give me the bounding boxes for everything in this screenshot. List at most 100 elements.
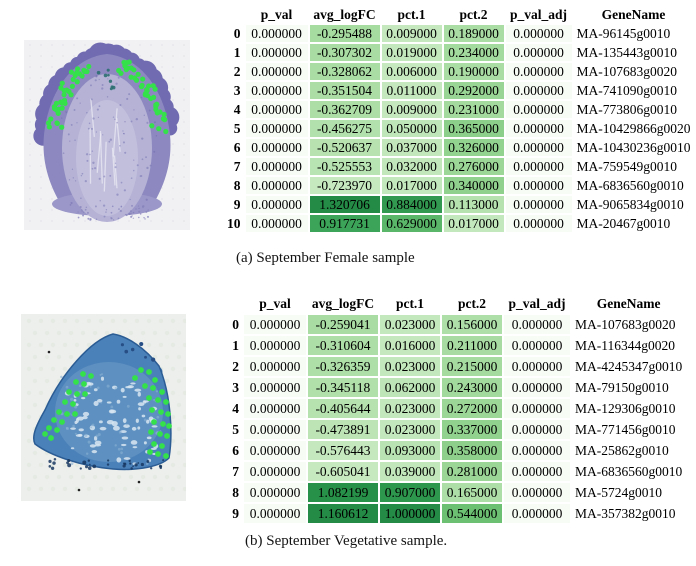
cell-p_val: 0.000000 (245, 139, 308, 156)
cell-pct.2: 0.234000 (443, 44, 504, 61)
cell-pct.1: 0.884000 (381, 196, 442, 213)
table-row: 0 0.000000 -0.259041 0.023000 0.156000 0.0000… (224, 315, 685, 334)
index-corner (224, 294, 242, 313)
row-index: 3 (232, 380, 239, 395)
cell-pct.2: 0.340000 (443, 177, 504, 194)
row-index: 10 (227, 216, 241, 231)
table-row: 7 0.000000 -0.605041 0.039000 0.281000 0.0000… (224, 462, 685, 481)
column-header: pct.1 (395, 296, 425, 311)
cell-p_val: 0.000000 (245, 215, 308, 232)
cell-avg_logFC: 1.082199 (308, 483, 378, 502)
column-header: p_val_adj (509, 7, 567, 22)
cell-avg_logFC: -0.362709 (309, 101, 380, 118)
cell-avg_logFC: -0.310604 (308, 336, 378, 355)
cell-p_val: 0.000000 (245, 158, 308, 175)
row-index: 4 (233, 102, 241, 117)
row-index: 0 (233, 26, 241, 41)
cell-GeneName: MA-4245347g0010 (575, 359, 683, 374)
cell-GeneName: MA-6836560g0010 (575, 464, 683, 479)
cell-avg_logFC: -0.328062 (309, 63, 380, 80)
table-row: 8 0.000000 -0.723970 0.017000 0.340000 0.0000… (224, 177, 694, 194)
cell-GeneName: MA-107683g0020 (575, 317, 676, 332)
cell-p_val_adj: 0.000000 (504, 315, 570, 334)
tissue-section-female (24, 40, 190, 230)
table-row: 6 0.000000 -0.576443 0.093000 0.358000 0.0000… (224, 441, 685, 460)
table-row: 6 0.000000 -0.520637 0.037000 0.326000 0.0000… (224, 139, 694, 156)
cell-p_val_adj: 0.000000 (504, 357, 570, 376)
row-index: 8 (233, 178, 241, 193)
cell-GeneName: MA-96145g0010 (576, 26, 671, 41)
cell-pct.1: 0.009000 (381, 101, 442, 118)
cell-pct.1: 0.009000 (381, 25, 442, 42)
row-index: 9 (233, 197, 241, 212)
cell-p_val_adj: 0.000000 (505, 44, 572, 61)
cell-pct.2: 0.365000 (443, 120, 504, 137)
cell-pct.2: 0.215000 (442, 357, 502, 376)
cell-p_val: 0.000000 (245, 196, 308, 213)
cell-avg_logFC: 0.917731 (309, 215, 380, 232)
spatial-spots-overlay (42, 367, 172, 459)
table-row: 2 0.000000 -0.326359 0.023000 0.215000 0.0000… (224, 357, 685, 376)
cell-avg_logFC: -0.405644 (308, 399, 378, 418)
row-index: 6 (232, 443, 239, 458)
table-row: 2 0.000000 -0.328062 0.006000 0.190000 0.0000… (224, 63, 694, 80)
cell-p_val_adj: 0.000000 (505, 139, 572, 156)
cell-pct.2: 0.337000 (442, 420, 502, 439)
cell-GeneName: MA-10430236g0010 (576, 140, 691, 155)
cell-p_val: 0.000000 (245, 82, 308, 99)
panel-a-caption: (a) September Female sample (236, 250, 415, 266)
cell-p_val: 0.000000 (245, 177, 308, 194)
cell-pct.1: 0.006000 (381, 63, 442, 80)
cell-p_val_adj: 0.000000 (505, 196, 572, 213)
cell-avg_logFC: -0.473891 (308, 420, 378, 439)
cell-p_val_adj: 0.000000 (505, 120, 572, 137)
row-index: 2 (233, 64, 241, 79)
cell-avg_logFC: -0.259041 (308, 315, 378, 334)
cell-avg_logFC: -0.351504 (309, 82, 380, 99)
column-header: GeneName (601, 7, 666, 22)
table-row: 4 0.000000 -0.405644 0.023000 0.272000 0.0000… (224, 399, 685, 418)
panel-b-caption: (b) September Vegetative sample. (245, 533, 448, 549)
cell-p_val_adj: 0.000000 (504, 378, 570, 397)
cell-GeneName: MA-79150g0010 (575, 380, 669, 395)
cell-p_val_adj: 0.000000 (505, 82, 572, 99)
cell-pct.1: 0.016000 (380, 336, 440, 355)
cell-pct.1: 0.023000 (380, 399, 440, 418)
cell-GeneName: MA-357382g0010 (575, 506, 676, 521)
cell-pct.1: 0.017000 (381, 177, 442, 194)
cell-avg_logFC: -0.723970 (309, 177, 380, 194)
table-row: 0 0.000000 -0.295488 0.009000 0.189000 0.0000… (224, 25, 694, 42)
cell-p_val_adj: 0.000000 (505, 158, 572, 175)
cell-pct.1: 0.039000 (380, 462, 440, 481)
cell-pct.1: 0.023000 (380, 420, 440, 439)
cell-p_val_adj: 0.000000 (504, 483, 570, 502)
cell-p_val: 0.000000 (244, 399, 306, 418)
table-row: 8 0.000000 1.082199 0.907000 0.165000 0.00000… (224, 483, 685, 502)
row-index: 5 (232, 422, 239, 437)
cell-pct.2: 0.190000 (443, 63, 504, 80)
cell-pct.1: 0.093000 (380, 441, 440, 460)
cell-pct.2: 0.113000 (443, 196, 504, 213)
cell-avg_logFC: -0.520637 (309, 139, 380, 156)
cell-avg_logFC: -0.456275 (309, 120, 380, 137)
cell-p_val: 0.000000 (244, 357, 306, 376)
table-row: 1 0.000000 -0.307302 0.019000 0.234000 0.0000… (224, 44, 694, 61)
cell-pct.2: 0.243000 (442, 378, 502, 397)
cell-avg_logFC: -0.326359 (308, 357, 378, 376)
cell-GeneName: MA-6836560g0010 (576, 178, 684, 193)
cell-pct.2: 0.189000 (443, 25, 504, 42)
cell-pct.2: 0.211000 (442, 336, 502, 355)
deg-table-female: p_val avg_logFC pct.1 pct.2 p_val_adj GeneNam… (222, 4, 696, 234)
cell-GeneName: MA-759549g0010 (576, 159, 678, 174)
cell-pct.1: 0.062000 (380, 378, 440, 397)
row-index: 6 (233, 140, 241, 155)
cell-GeneName: MA-771456g0010 (575, 422, 676, 437)
cell-GeneName: MA-116344g0020 (575, 338, 675, 353)
table-row: 1 0.000000 -0.310604 0.016000 0.211000 0.0000… (224, 336, 685, 355)
cell-p_val_adj: 0.000000 (504, 336, 570, 355)
column-header: avg_logFC (313, 7, 376, 22)
cell-GeneName: MA-9065834g0010 (576, 197, 684, 212)
row-index: 5 (233, 121, 241, 136)
cell-avg_logFC: -0.525553 (309, 158, 380, 175)
table-row: 9 0.000000 1.160612 1.000000 0.544000 0.00000… (224, 504, 685, 523)
